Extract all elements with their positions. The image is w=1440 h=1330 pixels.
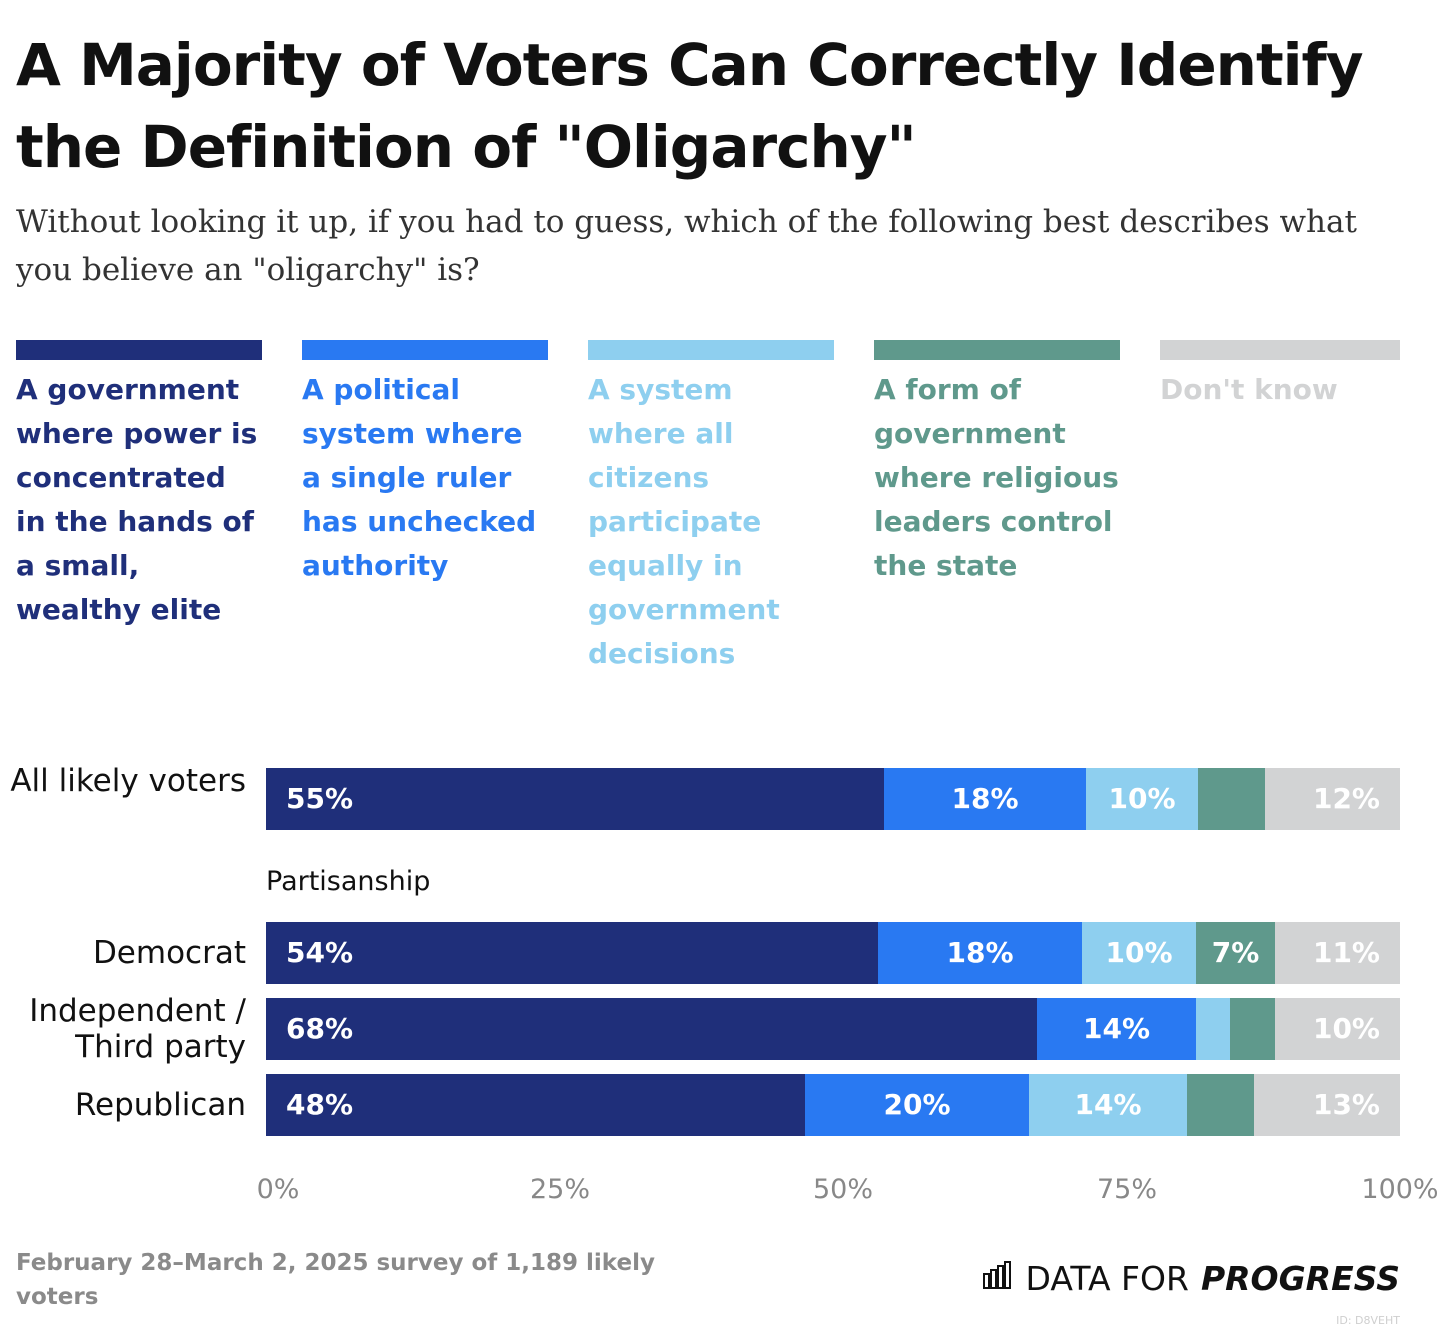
- bar-segment-republican-s4: [1187, 1074, 1254, 1136]
- bar-segment-independent-third-party-s5: [1275, 998, 1400, 1060]
- bar-label-democrat-s5: 11%: [1312, 936, 1380, 969]
- bar-segment-independent-third-party-s3: [1196, 998, 1230, 1060]
- bar-segment-independent-third-party-s2: [1037, 998, 1196, 1060]
- chart-title: A Majority of Voters Can Correctly Ident…: [16, 31, 1364, 181]
- brand-data-for: DATA FOR: [1025, 1258, 1189, 1298]
- bar-segment-independent-third-party-s4: [1230, 998, 1275, 1060]
- brand-logo: DATA FOR PROGRESS: [982, 1258, 1400, 1298]
- bar-label-republican-s5: 13%: [1312, 1088, 1380, 1121]
- legend-item-dont-know: Don't know: [1160, 340, 1400, 412]
- row-label-democrat: Democrat: [92, 935, 246, 971]
- bar-label-all-likely-voters-s1: 55%: [286, 782, 354, 815]
- bar-label-independent-third-party-s1: 68%: [286, 1012, 354, 1045]
- legend-item-all-citizens: A system where all citizens participate …: [588, 340, 834, 676]
- bar-segment-republican-s3: [1029, 1074, 1187, 1136]
- legend-item-religious: A form of government where religious lea…: [874, 340, 1120, 588]
- bar-label-democrat-s2: 18%: [946, 936, 1014, 969]
- bar-label-republican-s2: 20%: [883, 1088, 951, 1121]
- x-tick-75: 75%: [1096, 1174, 1157, 1205]
- bar-label-republican-s3: 14%: [1074, 1088, 1142, 1121]
- x-tick-50: 50%: [812, 1174, 873, 1205]
- bar-segment-independent-third-party-s1: [266, 998, 1037, 1060]
- group-label-partisanship: Partisanship: [266, 866, 431, 897]
- legend-item-single-ruler: A political system where a single ruler …: [302, 340, 548, 588]
- bar-label-independent-third-party-s5: 10%: [1312, 1012, 1380, 1045]
- legend-swatch-single-ruler: [302, 340, 548, 360]
- legend-label-all-citizens: A system where all citizens participate …: [588, 373, 780, 670]
- bar-label-democrat-s4: 7%: [1211, 936, 1260, 969]
- source-note: February 28–March 2, 2025 survey of 1,18…: [16, 1250, 655, 1310]
- legend-label-religious: A form of government where religious lea…: [874, 373, 1119, 582]
- bar-segment-democrat-s5: [1275, 922, 1400, 984]
- chart-subtitle: Without looking it up, if you had to gue…: [16, 204, 1357, 288]
- bar-segment-all-likely-voters-s1: [266, 768, 884, 830]
- bar-label-independent-third-party-s2: 14%: [1082, 1012, 1151, 1045]
- row-label-all-likely-voters: All likely voters: [10, 763, 246, 799]
- bar-label-democrat-s3: 10%: [1105, 936, 1173, 969]
- bar-segment-republican-s2: [805, 1074, 1029, 1136]
- legend-label-dont-know: Don't know: [1160, 373, 1338, 406]
- bar-segment-all-likely-voters-s4: [1198, 768, 1265, 830]
- legend-swatch-all-citizens: [588, 340, 834, 360]
- legend-label-elite: A government where power is concentrated…: [16, 373, 258, 626]
- bar-segment-republican-s5: [1254, 1074, 1400, 1136]
- bar-segment-republican-s1: [266, 1074, 805, 1136]
- bar-label-democrat-s1: 54%: [286, 936, 354, 969]
- bar-segment-all-likely-voters-s5: [1265, 768, 1400, 830]
- bar-segment-democrat-s3: [1082, 922, 1196, 984]
- bar-segment-democrat-s1: [266, 922, 878, 984]
- legend-item-elite: A government where power is concentrated…: [16, 340, 262, 632]
- legend-swatch-dont-know: [1160, 340, 1400, 360]
- row-label-independent: Independent / Third party: [29, 993, 246, 1065]
- bar-label-all-likely-voters-s2: 18%: [951, 782, 1019, 815]
- legend-swatch-elite: [16, 340, 262, 360]
- x-tick-100: 100%: [1361, 1174, 1439, 1205]
- bar-label-all-likely-voters-s5: 12%: [1312, 782, 1380, 815]
- legend-swatch-religious: [874, 340, 1120, 360]
- bar-segment-all-likely-voters-s2: [884, 768, 1086, 830]
- brand-progress: PROGRESS: [1200, 1258, 1400, 1298]
- chart-id: ID: D8VEHT: [1336, 1314, 1400, 1327]
- bar-segment-democrat-s4: [1196, 922, 1275, 984]
- bar-segment-all-likely-voters-s3: [1086, 768, 1198, 830]
- legend-label-single-ruler: A political system where a single ruler …: [302, 373, 537, 582]
- x-tick-25: 25%: [529, 1174, 590, 1205]
- bar-label-all-likely-voters-s3: 10%: [1108, 782, 1176, 815]
- row-label-republican: Republican: [74, 1087, 246, 1123]
- bar-segment-democrat-s2: [878, 922, 1082, 984]
- bar-label-republican-s1: 48%: [286, 1088, 354, 1121]
- x-tick-0: 0%: [256, 1174, 300, 1205]
- bar-chart-logo-icon: [982, 1259, 1014, 1298]
